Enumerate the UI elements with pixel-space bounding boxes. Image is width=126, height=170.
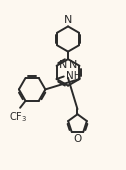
Text: NH: NH <box>66 71 81 81</box>
Text: N: N <box>59 60 67 70</box>
Text: N: N <box>64 15 72 25</box>
Text: CF$_3$: CF$_3$ <box>9 110 27 124</box>
Text: O: O <box>73 134 82 144</box>
Text: N: N <box>69 60 77 70</box>
